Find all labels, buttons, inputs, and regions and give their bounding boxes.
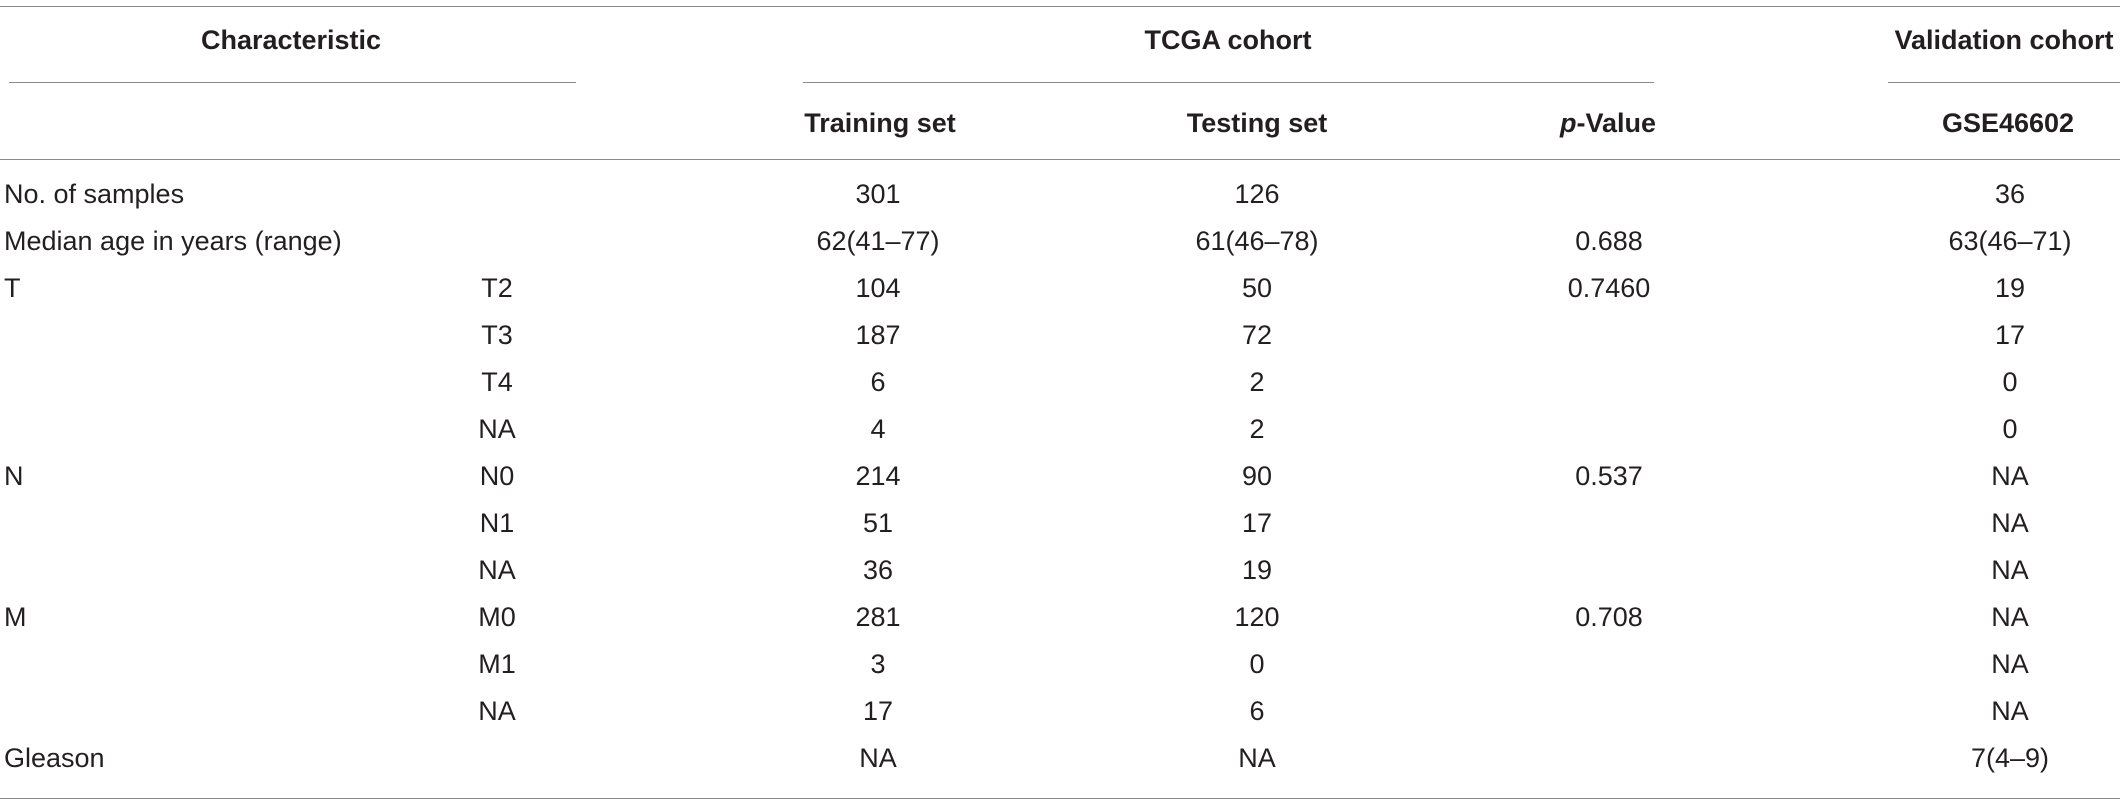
table-row: N N0 214 90 0.537 NA (0, 460, 2120, 492)
training-value: 36 (862, 555, 894, 585)
table-row: T4 6 2 0 (0, 366, 2120, 398)
table-row: M M0 281 120 0.708 NA (0, 601, 2120, 633)
p-value-rest: -Value (1576, 108, 1657, 138)
row-sublabel: T4 (481, 367, 513, 397)
row-label: Median age in years (range) (4, 226, 342, 256)
p-value: 0.7460 (1567, 273, 1651, 303)
validation-value: NA (1991, 649, 2029, 679)
row-label: N (4, 461, 24, 491)
p-value: 0.708 (1575, 602, 1643, 632)
header-training-set: Training set (804, 108, 956, 138)
header-p-value: p-Value (1560, 107, 1656, 139)
testing-value: 126 (1234, 179, 1280, 209)
testing-value: 6 (1249, 696, 1265, 726)
table-row: Median age in years (range) 62(41–77) 61… (0, 225, 2120, 257)
top-rule (0, 6, 2120, 7)
training-value: 187 (855, 320, 901, 350)
training-value: 214 (855, 461, 901, 491)
testing-value: 19 (1241, 555, 1273, 585)
table-row: NA 4 2 0 (0, 413, 2120, 445)
training-value: 6 (870, 367, 886, 397)
header-bottom-rule (0, 159, 2120, 160)
header-validation-cohort: Validation cohort (1894, 25, 2114, 55)
testing-value: 50 (1241, 273, 1273, 303)
row-label: T (4, 273, 21, 303)
training-value: 3 (870, 649, 886, 679)
row-sublabel: N1 (479, 508, 515, 538)
validation-value: NA (1991, 555, 2029, 585)
testing-value: NA (1238, 743, 1276, 773)
table-row: No. of samples 301 126 36 (0, 178, 2120, 210)
header-tcga-cohort: TCGA cohort (1144, 25, 1312, 55)
training-value: NA (859, 743, 897, 773)
table-row: Gleason NA NA 7(4–9) (0, 742, 2120, 774)
validation-value: 17 (1994, 320, 2026, 350)
row-label: Gleason (4, 743, 105, 773)
table-row: T3 187 72 17 (0, 319, 2120, 351)
testing-value: 0 (1249, 649, 1265, 679)
validation-value: 0 (2002, 367, 2018, 397)
row-label: M (4, 602, 27, 632)
validation-value: NA (1991, 508, 2029, 538)
training-value: 62(41–77) (816, 226, 940, 256)
validation-value: 7(4–9) (1970, 743, 2050, 773)
row-sublabel: NA (478, 414, 516, 444)
characteristic-underline (9, 82, 576, 83)
testing-value: 61(46–78) (1195, 226, 1319, 256)
training-value: 4 (870, 414, 886, 444)
training-value: 301 (855, 179, 901, 209)
testing-value: 72 (1241, 320, 1273, 350)
row-label: No. of samples (4, 179, 185, 209)
validation-value: 36 (1994, 179, 2026, 209)
table-row: M1 3 0 NA (0, 648, 2120, 680)
validation-underline (1888, 82, 2120, 83)
testing-value: 2 (1249, 414, 1265, 444)
testing-value: 2 (1249, 367, 1265, 397)
bottom-rule (0, 798, 2120, 799)
validation-value: 0 (2002, 414, 2018, 444)
header-testing-set: Testing set (1186, 108, 1328, 138)
validation-value: NA (1991, 696, 2029, 726)
table-row: T T2 104 50 0.7460 19 (0, 272, 2120, 304)
validation-value: 19 (1994, 273, 2026, 303)
p-value-italic: p (1559, 108, 1577, 138)
row-sublabel: T2 (481, 273, 513, 303)
row-sublabel: NA (478, 696, 516, 726)
training-value: 51 (862, 508, 894, 538)
p-value: 0.537 (1575, 461, 1643, 491)
header-gse: GSE46602 (1941, 108, 2075, 138)
testing-value: 120 (1234, 602, 1280, 632)
training-value: 17 (862, 696, 894, 726)
validation-value: NA (1991, 602, 2029, 632)
testing-value: 17 (1241, 508, 1273, 538)
row-sublabel: N0 (479, 461, 515, 491)
p-value: 0.688 (1575, 226, 1643, 256)
row-sublabel: M0 (478, 602, 516, 632)
header-characteristic: Characteristic (200, 25, 382, 55)
tcga-underline (803, 82, 1654, 83)
training-value: 281 (855, 602, 901, 632)
testing-value: 90 (1241, 461, 1273, 491)
training-value: 104 (855, 273, 901, 303)
table-row: N1 51 17 NA (0, 507, 2120, 539)
row-sublabel: M1 (478, 649, 516, 679)
table-row: NA 36 19 NA (0, 554, 2120, 586)
row-sublabel: T3 (481, 320, 513, 350)
validation-value: NA (1991, 461, 2029, 491)
row-sublabel: NA (478, 555, 516, 585)
validation-value: 63(46–71) (1948, 226, 2072, 256)
table-row: NA 17 6 NA (0, 695, 2120, 727)
